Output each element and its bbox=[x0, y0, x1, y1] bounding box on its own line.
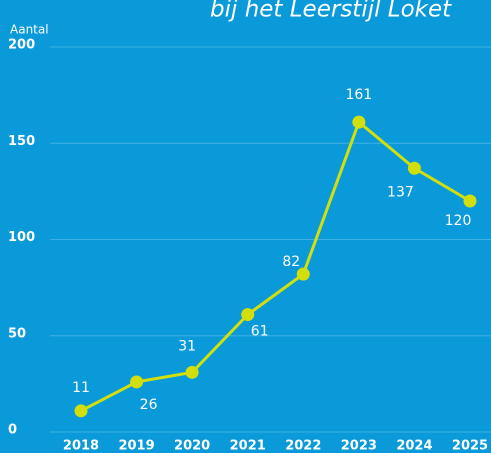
point bbox=[185, 365, 199, 379]
x-tick-label: 2024 bbox=[396, 439, 432, 453]
data-label: 161 bbox=[345, 87, 372, 103]
y-tick-label: 200 bbox=[8, 38, 35, 53]
x-tick-label: 2020 bbox=[174, 439, 210, 453]
point bbox=[352, 115, 366, 129]
y-tick-label: 100 bbox=[8, 230, 35, 245]
y-tick-label: 150 bbox=[8, 134, 35, 149]
x-tick-label: 2025 bbox=[452, 439, 488, 453]
data-label: 61 bbox=[251, 324, 269, 340]
data-label: 26 bbox=[140, 397, 158, 413]
y-tick-label: 50 bbox=[8, 326, 26, 341]
x-tick-label: 2018 bbox=[63, 439, 99, 453]
x-tick-label: 2019 bbox=[118, 439, 154, 453]
x-tick-label: 2021 bbox=[230, 439, 266, 453]
data-label: 137 bbox=[387, 184, 414, 200]
point bbox=[296, 267, 310, 281]
x-tick-label: 2022 bbox=[285, 439, 321, 453]
data-label: 82 bbox=[282, 254, 300, 270]
y-tick-label: 0 bbox=[8, 423, 17, 438]
data-label: 11 bbox=[72, 380, 90, 396]
chart-title: bij het Leerstijl Loket bbox=[210, 0, 452, 23]
point bbox=[463, 194, 477, 208]
point bbox=[407, 161, 421, 175]
x-tick-label: 2023 bbox=[341, 439, 377, 453]
point bbox=[241, 308, 255, 322]
point bbox=[74, 404, 88, 418]
data-label: 31 bbox=[178, 338, 196, 354]
data-label: 120 bbox=[445, 213, 472, 229]
line bbox=[80, 119, 471, 413]
point bbox=[130, 375, 144, 389]
y-axis-label: Aantal bbox=[10, 23, 49, 37]
